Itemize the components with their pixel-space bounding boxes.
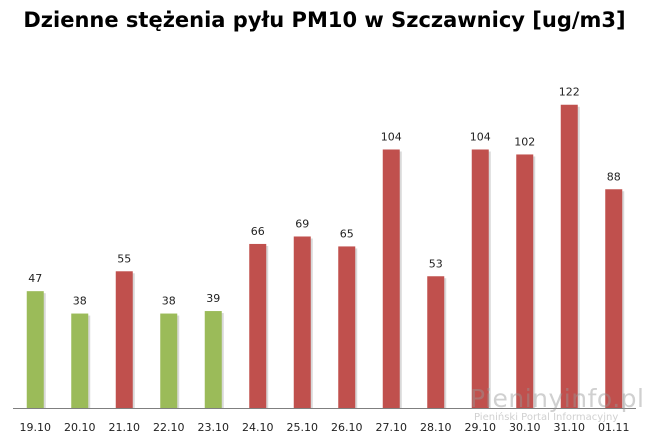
- bar-01.11: [605, 189, 623, 408]
- bar-31.10: [560, 104, 578, 408]
- x-tick-label-30.10: 30.10: [509, 421, 541, 434]
- watermark-subtext: Pieniński Portal Informacyjny: [474, 412, 619, 423]
- data-label-30.10: 102: [514, 135, 535, 148]
- data-label-27.10: 104: [381, 130, 402, 143]
- data-label-29.10: 104: [470, 130, 491, 143]
- x-tick-label-21.10: 21.10: [109, 421, 141, 434]
- bar-25.10: [293, 236, 311, 408]
- data-label-20.10: 38: [73, 295, 87, 308]
- data-label-22.10: 38: [162, 295, 176, 308]
- data-label-25.10: 69: [295, 217, 309, 230]
- data-label-24.10: 66: [251, 225, 265, 238]
- bar-27.10: [382, 149, 400, 408]
- x-tick-label-24.10: 24.10: [242, 421, 274, 434]
- value-labels-group: 47 38 55 38 39 66 69 65 104 53 104 102 122 88: [28, 86, 621, 308]
- x-tick-label-20.10: 20.10: [64, 421, 96, 434]
- bar-22.10: [160, 313, 178, 408]
- x-tick-label-27.10: 27.10: [376, 421, 408, 434]
- data-label-23.10: 39: [206, 292, 220, 305]
- data-label-01.11: 88: [607, 170, 621, 183]
- watermark: Pieninyinfo.pl Pieniński Portal Informac…: [470, 386, 645, 424]
- x-tick-labels-group: 19.10 20.10 21.10 22.10 23.10 24.10 25.10 26.10…: [20, 421, 630, 434]
- bar-29.10: [471, 149, 489, 408]
- x-tick-label-29.10: 29.10: [465, 421, 497, 434]
- data-label-31.10: 122: [559, 86, 580, 99]
- x-tick-label-19.10: 19.10: [20, 421, 52, 434]
- bar-24.10: [249, 243, 267, 408]
- bar-28.10: [427, 276, 445, 408]
- data-label-26.10: 65: [340, 227, 354, 240]
- data-label-21.10: 55: [117, 252, 131, 265]
- bar-20.10: [71, 313, 89, 408]
- x-tick-label-26.10: 26.10: [331, 421, 363, 434]
- bar-21.10: [115, 271, 133, 408]
- x-tick-label-28.10: 28.10: [420, 421, 452, 434]
- x-tick-label-31.10: 31.10: [554, 421, 586, 434]
- data-label-28.10: 53: [429, 257, 443, 270]
- data-label-19.10: 47: [28, 272, 42, 285]
- x-tick-label-23.10: 23.10: [198, 421, 230, 434]
- x-tick-label-25.10: 25.10: [287, 421, 319, 434]
- x-tick-label-22.10: 22.10: [153, 421, 185, 434]
- bar-19.10: [26, 291, 44, 408]
- chart-title: Dzienne stężenia pyłu PM10 w Szczawnicy …: [23, 8, 626, 32]
- x-tick-label-01.11: 01.11: [598, 421, 630, 434]
- bar-30.10: [516, 154, 534, 408]
- bar-26.10: [338, 246, 356, 408]
- watermark-text: Pieninyinfo.pl: [470, 384, 645, 413]
- bar-23.10: [204, 311, 222, 408]
- bars-group: [26, 104, 625, 408]
